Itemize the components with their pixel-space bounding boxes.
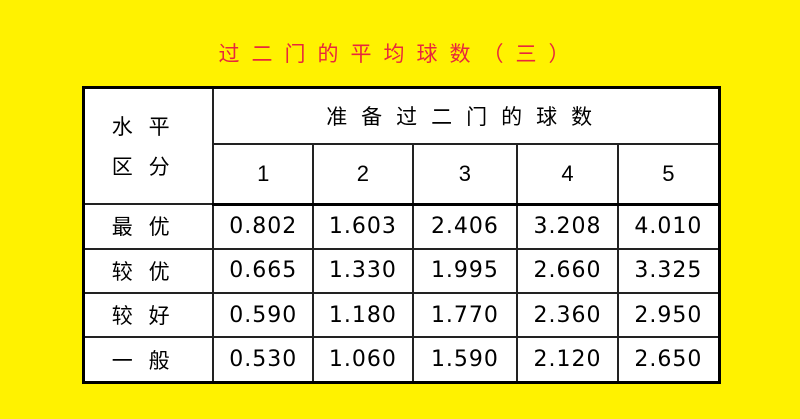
column-header: 2: [312, 143, 414, 206]
table-row: 一般 0.530 1.060 1.590 2.120 2.650: [82, 336, 721, 384]
page-title: 过二门的平均球数（三）: [218, 42, 582, 66]
table-row: 较好 0.590 1.180 1.770 2.360 2.950: [82, 291, 721, 339]
row-label: 最优: [82, 203, 215, 250]
table-cell: 1.060: [312, 336, 414, 384]
corner-header: 水平 区分: [82, 86, 215, 206]
corner-header-line2: 区分: [111, 155, 186, 180]
table-cell: 1.995: [411, 247, 519, 294]
table-cell: 2.120: [516, 336, 619, 384]
table-cell: 1.180: [312, 291, 414, 339]
table-cell: 1.770: [411, 291, 519, 339]
table-row: 较优 0.665 1.330 1.995 2.660 3.325: [82, 247, 721, 294]
table-cell: 2.650: [616, 336, 721, 384]
row-label: 较好: [82, 291, 215, 339]
column-header: 1: [212, 143, 315, 206]
column-header: 3: [411, 143, 519, 206]
table-cell: 2.950: [616, 291, 721, 339]
table-cell: 0.665: [212, 247, 315, 294]
row-label: 较优: [82, 247, 215, 294]
average-balls-table: 水平 区分 准备过二门的球数 1 2 3 4 5 最优 0.802 1.603 2.4…: [82, 86, 721, 384]
table-cell: 1.330: [312, 247, 414, 294]
row-label: 一般: [82, 336, 215, 384]
table-cell: 3.325: [616, 247, 721, 294]
table-cell: 0.802: [212, 203, 315, 250]
table-cell: 3.208: [516, 203, 619, 250]
table-cell: 0.590: [212, 291, 315, 339]
group-header: 准备过二门的球数: [212, 86, 721, 146]
column-header: 5: [616, 143, 721, 206]
table-row: 最优 0.802 1.603 2.406 3.208 4.010: [82, 203, 721, 250]
table-cell: 1.603: [312, 203, 414, 250]
table-cell: 2.406: [411, 203, 519, 250]
table-cell: 2.660: [516, 247, 619, 294]
table-cell: 4.010: [616, 203, 721, 250]
column-header: 4: [516, 143, 619, 206]
corner-header-line1: 水平: [111, 115, 186, 140]
table-cell: 1.590: [411, 336, 519, 384]
table-cell: 2.360: [516, 291, 619, 339]
table-cell: 0.530: [212, 336, 315, 384]
